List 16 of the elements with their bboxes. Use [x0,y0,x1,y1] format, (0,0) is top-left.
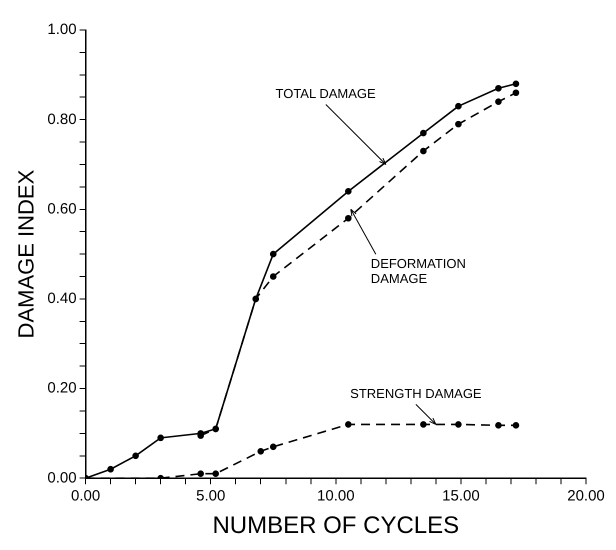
y-tick-label: 1.00 [47,21,77,38]
annotation: DEFORMATION DAMAGE [370,256,466,286]
y-tick-label: 0.00 [47,469,77,486]
x-axis-title: NUMBER OF CYCLES [212,512,460,540]
y-tick-label: 0.40 [47,290,77,308]
x-tick-label: 10.00 [317,487,355,504]
x-tick-label: 0.00 [70,487,100,504]
annotation: TOTAL DAMAGE [276,86,376,102]
y-axis-title: DAMAGE INDEX [13,169,38,338]
y-tick-label: 0.20 [47,380,77,397]
x-tick-label: 5.00 [196,487,226,504]
annotation: STRENGTH DAMAGE [350,386,482,401]
x-tick-label: 20.00 [567,487,605,504]
y-tick-label: 0.60 [47,200,77,218]
y-tick-label: 0.80 [47,110,77,128]
x-tick-label: 15.00 [442,487,480,504]
